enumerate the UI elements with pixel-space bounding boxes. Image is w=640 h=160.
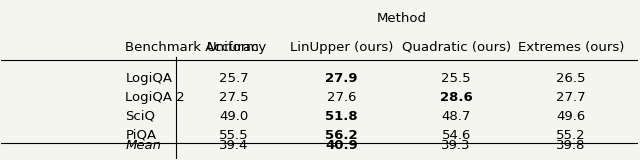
Text: 25.7: 25.7 [219, 72, 248, 85]
Text: SciQ: SciQ [125, 110, 156, 123]
Text: Mean: Mean [125, 139, 161, 152]
Text: Benchmark Accuracy: Benchmark Accuracy [125, 41, 267, 54]
Text: Quadratic (ours): Quadratic (ours) [402, 41, 511, 54]
Text: Extremes (ours): Extremes (ours) [518, 41, 624, 54]
Text: 39.4: 39.4 [219, 139, 248, 152]
Text: 39.8: 39.8 [556, 139, 586, 152]
Text: 51.8: 51.8 [325, 110, 358, 123]
Text: 27.6: 27.6 [327, 91, 356, 104]
Text: 54.6: 54.6 [442, 129, 471, 142]
Text: 56.2: 56.2 [325, 129, 358, 142]
Text: 28.6: 28.6 [440, 91, 472, 104]
Text: LinUpper (ours): LinUpper (ours) [290, 41, 394, 54]
Text: 40.9: 40.9 [325, 139, 358, 152]
Text: PiQA: PiQA [125, 129, 157, 142]
Text: 25.5: 25.5 [442, 72, 471, 85]
Text: 26.5: 26.5 [556, 72, 586, 85]
Text: 27.9: 27.9 [326, 72, 358, 85]
Text: 55.5: 55.5 [219, 129, 248, 142]
Text: Method: Method [377, 12, 427, 25]
Text: LogiQA: LogiQA [125, 72, 172, 85]
Text: LogiQA 2: LogiQA 2 [125, 91, 185, 104]
Text: 48.7: 48.7 [442, 110, 471, 123]
Text: Uniform: Uniform [207, 41, 260, 54]
Text: 55.2: 55.2 [556, 129, 586, 142]
Text: 27.7: 27.7 [556, 91, 586, 104]
Text: 49.6: 49.6 [556, 110, 586, 123]
Text: 39.3: 39.3 [442, 139, 471, 152]
Text: 49.0: 49.0 [219, 110, 248, 123]
Text: 27.5: 27.5 [219, 91, 248, 104]
